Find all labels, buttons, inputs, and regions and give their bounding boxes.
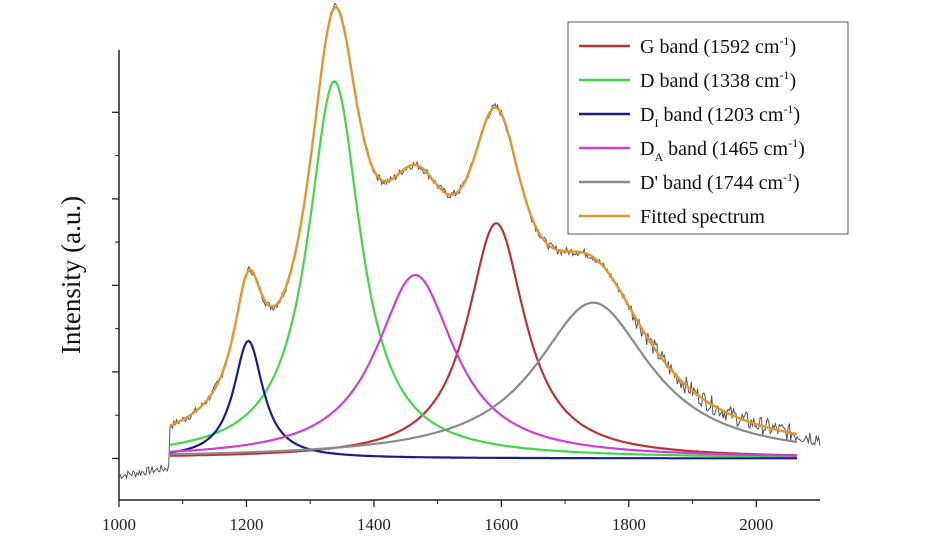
x-tick-label: 2000	[739, 515, 773, 534]
legend-label-d: D band (1338 cm-1)	[640, 68, 796, 92]
x-tick-label: 1600	[484, 515, 518, 534]
band-line-da	[169, 273, 798, 457]
band-line-dp	[170, 301, 798, 456]
series-layer	[118, 3, 821, 480]
legend-label-da: DA band (1465 cm-1)	[640, 136, 805, 164]
legend: G band (1592 cm-1) D band (1338 cm-1) DI b…	[567, 21, 849, 235]
y-ticks	[112, 111, 119, 460]
y-axis-title: Intensity (a.u.)	[56, 196, 86, 354]
fitted-spectrum-line	[169, 5, 798, 436]
band-line-g	[169, 222, 798, 457]
legend-box	[567, 21, 849, 235]
legend-label-fit: Fitted spectrum	[640, 206, 765, 228]
plot-area	[118, 3, 821, 480]
band-line-d1	[169, 339, 798, 460]
legend-label-d1: DI band (1203 cm-1)	[640, 102, 800, 130]
legend-label-g: G band (1592 cm-1)	[640, 34, 796, 58]
legend-entries: G band (1592 cm-1) D band (1338 cm-1) DI b…	[579, 34, 805, 228]
x-ticks: 1000 1200 1400 1600 1800 2000	[102, 500, 773, 534]
x-tick-label: 1800	[612, 515, 646, 534]
x-tick-label: 1200	[229, 515, 263, 534]
x-tick-label: 1000	[102, 515, 136, 534]
band-line-d	[169, 79, 798, 458]
x-tick-label: 1400	[357, 515, 391, 534]
legend-label-dp: D' band (1744 cm-1)	[640, 170, 800, 194]
